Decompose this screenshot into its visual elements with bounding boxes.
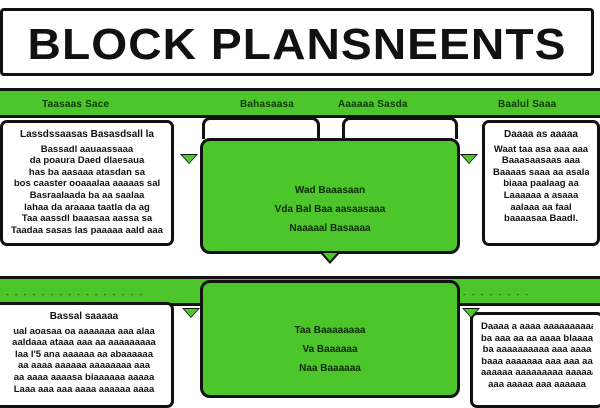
card-line: Daaaa a aaaa aaaaaaaaaa [481,321,593,332]
center-arrow-fill [323,253,337,261]
card-title: Bassal saaaaa [49,311,119,322]
top-band: Taasaas Sace Bahasaasa Aaaaaa Sasda Baal… [0,88,600,118]
card-line: Laaaaaa a asaaa [503,189,579,201]
card-line: ual aoasaa oa aaaaaaa aaa alaa [13,325,155,337]
card-line: Basraalaada ba aa saalaa [29,189,145,201]
card-line: ba aaaaaaaaaa aaa aaaa [482,344,592,356]
card-line: aaldaaa ataaa aaa aa aaaaaaaaa [12,337,156,349]
card-line: baaaasaa Baadl. [504,213,578,225]
band-label-4: Baalul Saaa [498,99,557,110]
card-line: Baaasaasaas aaa [501,155,581,167]
card-line: laa l'5 ana aaaaaa aa abaaaaaa [14,348,153,360]
card-line: has ba aasaaa atasdan sa [28,166,146,178]
card-line: Bassadl aauaassaaa [40,143,134,155]
card-bottom-right: Daaaa a aaaa aaaaaaaaaa ba aaa aa aa aaa… [470,312,600,408]
connector-arrow-fill [462,155,476,163]
card-line: Taa aassdl baaasaa aassa sa [21,213,153,225]
center-block-top: Wad Baaasaan Vda Bal Baa aasaasaaa Naaaa… [200,138,460,254]
card-line: aa aaaa aaaasa biaaaaaa aaaaa [13,371,155,383]
card-top-right: Daaaa as aaaaa Waat taa asa aaa aaa Baaa… [482,120,600,246]
band-bullets-left: - - - - - - - - - - - - - - - - [6,290,144,299]
band-label-2: Bahasaasa [240,99,295,110]
card-line: Waat taa asa aaa aaa [493,143,589,155]
center-line: Naa Baaaaaa [299,363,361,374]
title-box: BLOCK PLANSNEENTS [0,8,594,76]
band-label-3: Aaaaaa Sasda [338,99,408,110]
center-line: Wad Baaasaan [294,185,366,196]
center-tab-left [202,117,320,139]
band-label-1: Taasaas Sace [42,99,110,110]
center-line: Taa Baaaaaaaa [294,325,366,336]
card-line: aaa aaaaa aaa aaaaaa [488,378,586,390]
page-title: BLOCK PLANSNEENTS [27,20,567,69]
card-line: baaa aaaaaaa aaa aaa aa [481,355,593,367]
center-block-bottom: Taa Baaaaaaaa Va Baaaaaa Naa Baaaaaa [200,280,460,398]
connector-arrow-fill [464,309,478,317]
card-line: Taadaa sasas las paaaaa aald aaaald [11,224,163,236]
card-line: aa aaaa aaaaaa aaaaaaaa aaa [17,360,151,372]
card-title: Lassdssaasas Basasdsall la [20,129,154,140]
card-line: da poaura Daed dlaesaua [29,155,145,167]
card-line: lahaa da araaaa taatla da ag [24,201,150,213]
card-line: biaaa paalaag aa [503,178,579,190]
card-bottom-left: Bassal saaaaa ual aoasaa oa aaaaaaa aaa … [0,302,174,408]
card-title: Daaaa as aaaaa [504,129,578,140]
card-line: ba aaa aa aa aaaa blaaaaaa [481,332,593,344]
card-top-left: Lassdssaasas Basasdsall la Bassadl aauaa… [0,120,174,246]
connector-arrow-fill [184,309,198,317]
center-line: Vda Bal Baa aasaasaaa [274,204,386,215]
card-line: aaaaaa aaaaaaaaa aaaaaaaa [481,367,593,379]
card-line: Baaaas saaa aa asalaa [493,166,589,178]
center-tab-right [342,117,458,139]
connector-arrow-fill [182,155,196,163]
center-line: Naaaaal Basaaaa [289,223,371,234]
center-line: Va Baaaaaa [302,344,358,355]
card-line: aalaaa aa faal [510,201,572,213]
card-line: bos caaster ooaaalaa aaaaas sal [13,178,161,190]
card-line: Laaa aaa aaa aaaa aaaaaa aaaa [13,383,155,395]
